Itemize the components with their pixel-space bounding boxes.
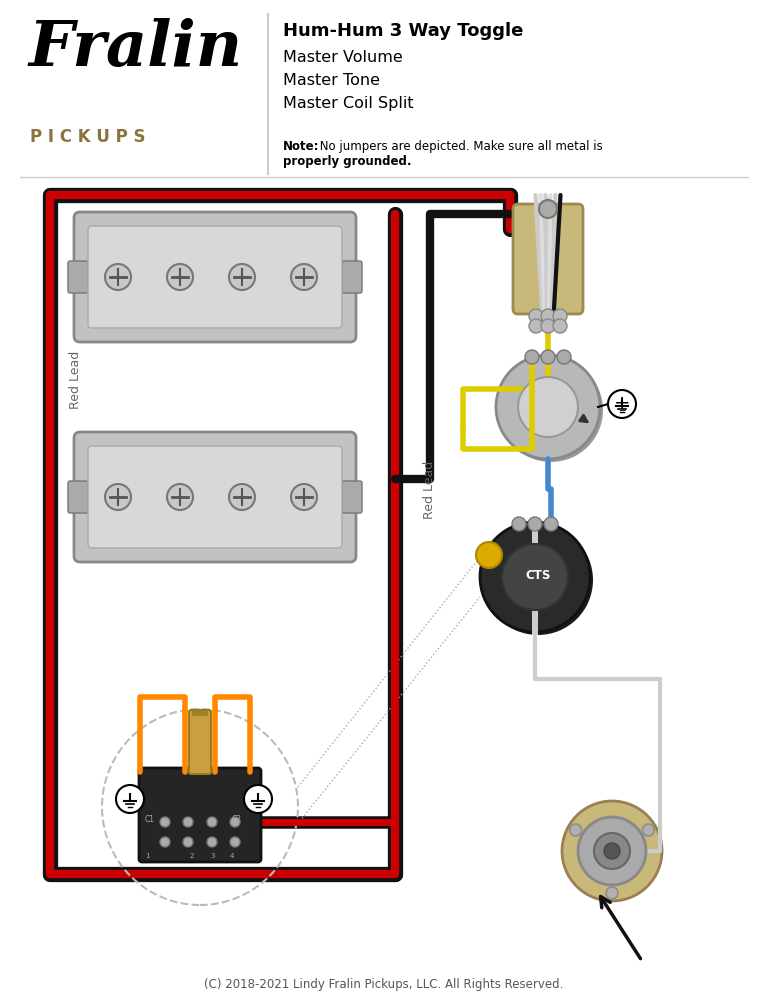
Circle shape	[105, 264, 131, 290]
FancyBboxPatch shape	[342, 261, 362, 293]
Circle shape	[476, 543, 502, 569]
Circle shape	[230, 817, 240, 827]
Text: CTS: CTS	[525, 569, 551, 581]
Circle shape	[541, 310, 555, 324]
Text: Red Lead: Red Lead	[68, 351, 81, 409]
Circle shape	[502, 545, 568, 610]
Circle shape	[480, 523, 590, 632]
Circle shape	[160, 817, 170, 827]
Text: C2: C2	[232, 815, 242, 824]
Text: Master Coil Split: Master Coil Split	[283, 95, 414, 111]
Circle shape	[529, 320, 543, 334]
Text: Fralin: Fralin	[28, 18, 242, 80]
Circle shape	[594, 833, 630, 869]
FancyBboxPatch shape	[189, 711, 211, 774]
FancyBboxPatch shape	[68, 481, 88, 514]
Text: Red Lead: Red Lead	[423, 460, 436, 519]
Text: _: _	[619, 401, 625, 411]
Text: C1: C1	[145, 815, 155, 824]
Circle shape	[183, 837, 193, 847]
Circle shape	[105, 484, 131, 511]
Text: No jumpers are depicted. Make sure all metal is: No jumpers are depicted. Make sure all m…	[316, 140, 603, 153]
Circle shape	[642, 824, 654, 836]
Circle shape	[183, 817, 193, 827]
Circle shape	[553, 320, 567, 334]
Circle shape	[512, 518, 526, 532]
Text: properly grounded.: properly grounded.	[283, 155, 412, 168]
Circle shape	[570, 824, 581, 836]
Circle shape	[608, 391, 636, 418]
FancyBboxPatch shape	[88, 446, 342, 549]
Circle shape	[518, 378, 578, 437]
Text: (C) 2018-2021 Lindy Fralin Pickups, LLC. All Rights Reserved.: (C) 2018-2021 Lindy Fralin Pickups, LLC.…	[204, 977, 564, 990]
FancyBboxPatch shape	[139, 768, 261, 862]
Circle shape	[291, 264, 317, 290]
Circle shape	[499, 359, 603, 462]
Circle shape	[229, 484, 255, 511]
Circle shape	[116, 785, 144, 813]
Circle shape	[167, 264, 193, 290]
Circle shape	[529, 310, 543, 324]
Text: Master Tone: Master Tone	[283, 73, 380, 87]
Text: 3: 3	[210, 852, 214, 858]
Circle shape	[229, 264, 255, 290]
FancyBboxPatch shape	[88, 227, 342, 329]
Text: P I C K U P S: P I C K U P S	[30, 128, 145, 146]
Circle shape	[562, 801, 662, 902]
FancyBboxPatch shape	[74, 213, 356, 343]
Circle shape	[244, 785, 272, 813]
Circle shape	[167, 484, 193, 511]
Circle shape	[553, 310, 567, 324]
Circle shape	[604, 843, 620, 859]
Circle shape	[483, 526, 593, 635]
Circle shape	[160, 837, 170, 847]
Circle shape	[528, 518, 542, 532]
FancyBboxPatch shape	[342, 481, 362, 514]
Circle shape	[207, 817, 217, 827]
Circle shape	[578, 817, 646, 885]
Text: 4: 4	[230, 852, 234, 858]
Text: Master Volume: Master Volume	[283, 50, 402, 65]
Text: Hum-Hum 3 Way Toggle: Hum-Hum 3 Way Toggle	[283, 22, 523, 40]
Circle shape	[230, 837, 240, 847]
Circle shape	[541, 320, 555, 334]
Circle shape	[541, 351, 555, 365]
Circle shape	[557, 351, 571, 365]
Text: 2: 2	[190, 852, 194, 858]
Circle shape	[525, 351, 539, 365]
Text: 1: 1	[145, 852, 150, 858]
FancyBboxPatch shape	[513, 205, 583, 315]
Circle shape	[539, 201, 557, 219]
FancyBboxPatch shape	[68, 261, 88, 293]
Circle shape	[291, 484, 317, 511]
Circle shape	[544, 518, 558, 532]
FancyBboxPatch shape	[74, 432, 356, 563]
Text: Note:: Note:	[283, 140, 319, 153]
Circle shape	[606, 887, 618, 900]
Circle shape	[207, 837, 217, 847]
Text: +: +	[614, 394, 631, 414]
Circle shape	[496, 356, 600, 459]
